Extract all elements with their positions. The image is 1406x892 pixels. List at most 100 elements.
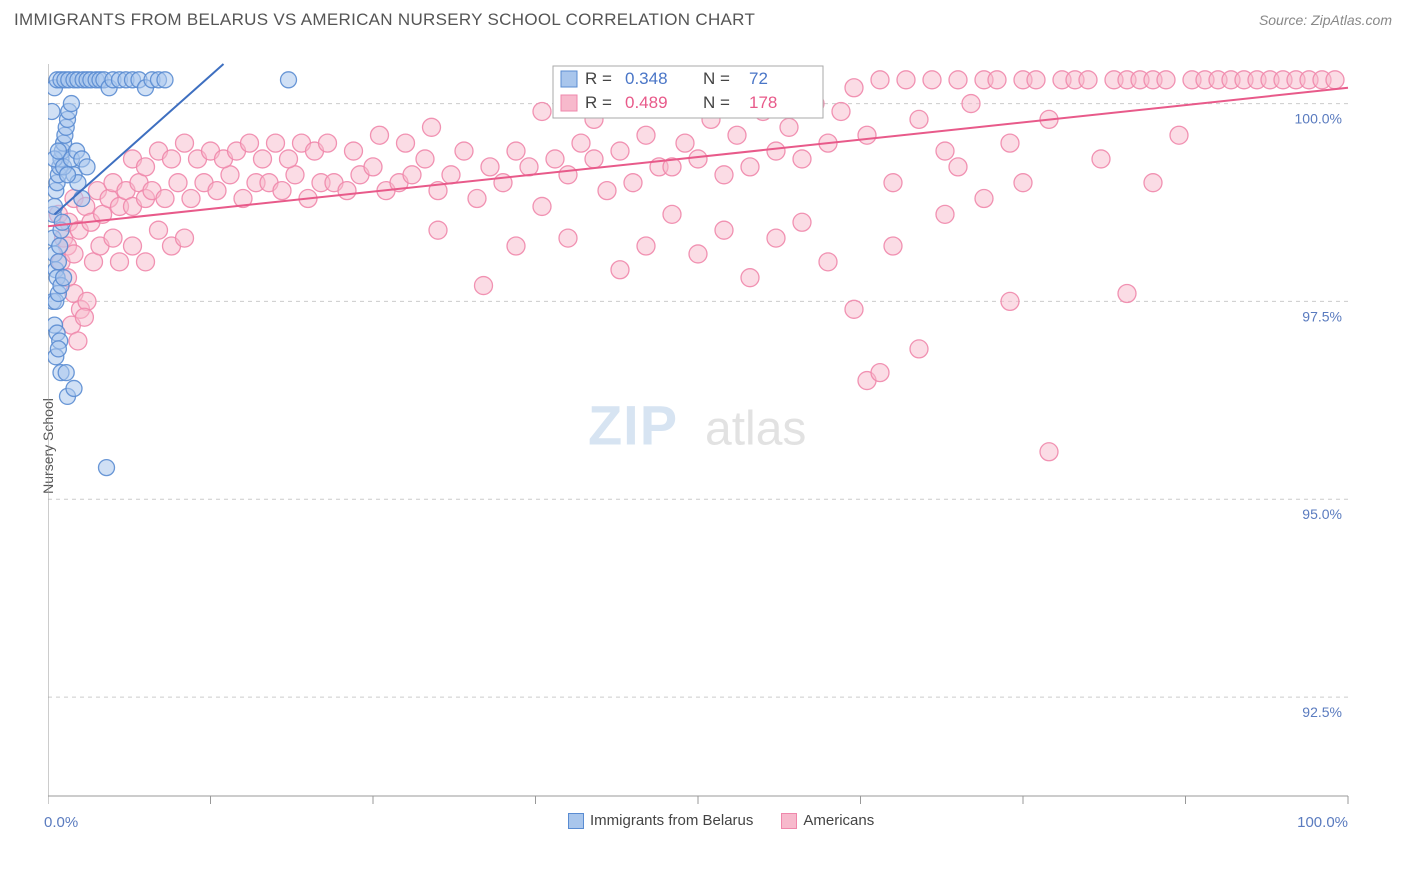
data-point: [520, 158, 538, 176]
data-point: [60, 167, 76, 183]
data-point: [715, 221, 733, 239]
data-point: [975, 190, 993, 208]
data-point: [1326, 71, 1344, 89]
legend-n-value: 178: [749, 93, 777, 112]
data-point: [897, 71, 915, 89]
data-point: [611, 261, 629, 279]
data-point: [585, 150, 603, 168]
data-point: [741, 158, 759, 176]
series-blue: [48, 72, 297, 476]
data-point: [475, 277, 493, 295]
data-point: [507, 142, 525, 160]
legend-n-label: N =: [703, 93, 730, 112]
data-point: [689, 150, 707, 168]
data-point: [99, 460, 115, 476]
data-point: [637, 126, 655, 144]
data-point: [884, 174, 902, 192]
chart-title: IMMIGRANTS FROM BELARUS VS AMERICAN NURS…: [14, 10, 755, 30]
data-point: [767, 229, 785, 247]
data-point: [345, 142, 363, 160]
data-point: [793, 213, 811, 231]
legend-swatch: [568, 813, 584, 829]
data-point: [988, 71, 1006, 89]
data-point: [572, 134, 590, 152]
data-point: [481, 158, 499, 176]
data-point: [137, 158, 155, 176]
data-point: [79, 159, 95, 175]
data-point: [150, 221, 168, 239]
data-point: [429, 221, 447, 239]
data-point: [793, 150, 811, 168]
data-point: [676, 134, 694, 152]
data-point: [124, 237, 142, 255]
data-point: [254, 150, 272, 168]
data-point: [163, 150, 181, 168]
data-point: [338, 182, 356, 200]
data-point: [104, 229, 122, 247]
data-point: [137, 253, 155, 271]
data-point: [949, 158, 967, 176]
data-point: [50, 254, 66, 270]
series-pink: [49, 71, 1344, 461]
legend-r-value: 0.348: [625, 69, 668, 88]
svg-text:ZIP: ZIP: [588, 394, 678, 457]
x-tick-label-min: 0.0%: [44, 814, 78, 831]
data-point: [1001, 134, 1019, 152]
data-point: [281, 72, 297, 88]
data-point: [1040, 443, 1058, 461]
data-point: [267, 134, 285, 152]
bottom-legend: Immigrants from BelarusAmericans: [568, 812, 874, 829]
data-point: [533, 102, 551, 120]
data-point: [423, 118, 441, 136]
data-point: [176, 229, 194, 247]
data-point: [63, 96, 79, 112]
data-point: [832, 102, 850, 120]
data-point: [273, 182, 291, 200]
svg-text:atlas: atlas: [705, 403, 806, 456]
data-point: [910, 110, 928, 128]
legend-item: Immigrants from Belarus: [568, 812, 753, 829]
legend-n-value: 72: [749, 69, 768, 88]
data-point: [78, 292, 96, 310]
data-point: [371, 126, 389, 144]
data-point: [50, 341, 66, 357]
data-point: [442, 166, 460, 184]
data-point: [611, 142, 629, 160]
data-point: [845, 79, 863, 97]
data-point: [176, 134, 194, 152]
data-point: [559, 229, 577, 247]
data-point: [157, 72, 173, 88]
data-point: [689, 245, 707, 263]
data-point: [715, 166, 733, 184]
data-point: [1118, 284, 1136, 302]
data-point: [468, 190, 486, 208]
chart-source: Source: ZipAtlas.com: [1259, 12, 1392, 28]
data-point: [819, 253, 837, 271]
data-point: [949, 71, 967, 89]
data-point: [56, 270, 72, 286]
y-tick-label: 100.0%: [1295, 111, 1342, 127]
data-point: [533, 197, 551, 215]
data-point: [1170, 126, 1188, 144]
legend-swatch: [561, 71, 577, 87]
data-point: [48, 198, 63, 214]
data-point: [52, 238, 68, 254]
scatter-plot: 92.5%95.0%97.5%100.0%ZIPatlasR =0.348N =…: [48, 40, 1368, 816]
legend-n-label: N =: [703, 69, 730, 88]
data-point: [767, 142, 785, 160]
data-point: [58, 365, 74, 381]
data-point: [403, 166, 421, 184]
data-point: [1079, 71, 1097, 89]
data-point: [364, 158, 382, 176]
y-tick-label: 97.5%: [1302, 308, 1342, 324]
data-point: [1157, 71, 1175, 89]
data-point: [923, 71, 941, 89]
data-point: [74, 191, 90, 207]
data-point: [936, 205, 954, 223]
data-point: [507, 237, 525, 255]
data-point: [69, 332, 87, 350]
data-point: [624, 174, 642, 192]
data-point: [280, 150, 298, 168]
data-point: [416, 150, 434, 168]
data-point: [637, 237, 655, 255]
